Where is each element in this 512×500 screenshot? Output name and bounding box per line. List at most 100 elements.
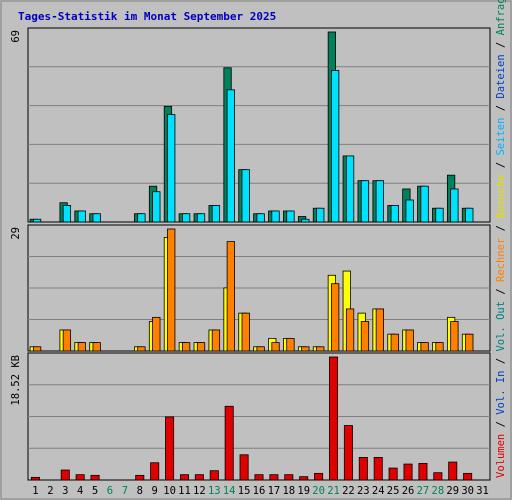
legend-entry: Volumen: [495, 434, 507, 478]
legend-entry: /: [495, 415, 507, 434]
bar-dateien-day-23: [360, 180, 370, 223]
right-side-legend: Volumen / Vol. In / Vol. Out / Rechner /…: [495, 0, 507, 478]
x-tick-label: 25: [387, 485, 400, 497]
bar-rechner-day-27: [420, 342, 429, 352]
x-tick-label: 18: [282, 485, 295, 497]
bar-rechner-day-16: [256, 346, 265, 352]
bar-dateien-day-25: [390, 205, 399, 223]
bar-dateien-day-27: [420, 185, 429, 223]
bar-dateien-day-5: [92, 213, 101, 223]
bar-dateien-day-14: [226, 89, 235, 223]
bar-rechner-day-30: [465, 333, 474, 352]
bar-rechner-day-4: [77, 342, 86, 352]
bar-dateien-day-19: [301, 218, 310, 223]
x-tick-label: 2: [47, 485, 53, 497]
bar-volumen-day-24: [373, 457, 383, 481]
bar-dateien-day-21: [331, 70, 340, 223]
panel-middle: 29: [10, 224, 491, 352]
x-tick-label: 10: [163, 485, 176, 497]
bar-rechner-day-11: [181, 342, 191, 352]
bar-rechner-day-17: [271, 342, 280, 352]
bar-rechner-day-12: [196, 342, 206, 352]
legend-entry: Besuche: [495, 174, 507, 218]
legend-entry: Anfragen: [495, 0, 507, 35]
legend-entry: /: [495, 99, 507, 118]
bar-volumen-day-12: [194, 474, 204, 481]
bar-volumen-day-13: [209, 470, 219, 481]
x-tick-label: 22: [342, 485, 355, 497]
bar-volumen-day-8: [135, 474, 145, 481]
bar-volumen-day-18: [284, 474, 294, 481]
legend-entry: Vol. Out: [495, 301, 507, 352]
legend-entry: Vol. In: [495, 371, 507, 415]
bar-volumen-day-15: [239, 454, 249, 481]
bar-rechner-day-22: [345, 308, 355, 352]
bar-dateien-day-1: [32, 218, 42, 223]
bar-rechner-day-9: [152, 316, 161, 352]
x-tick-label: 7: [122, 485, 128, 497]
bar-dateien-day-29: [450, 188, 459, 223]
bar-dateien-day-13: [211, 205, 221, 223]
bar-volumen-day-25: [388, 467, 398, 481]
panel-max-label: 69: [10, 30, 22, 43]
bar-dateien-day-30: [465, 207, 474, 223]
bar-volumen-day-16: [254, 474, 264, 481]
panel-frame: [27, 27, 491, 223]
chart-panels: 69 29 18.52 KB: [10, 27, 491, 481]
bar-dateien-day-26: [405, 199, 414, 223]
x-tick-label: 16: [253, 485, 266, 497]
x-axis-day-labels: 1 2 3 4 5 6 7 8 9 10 11 12 13 14 15 16 17 18 19 20 21 22 23 24 2…: [32, 485, 489, 497]
legend-entry: Seiten: [495, 118, 507, 156]
panel-max-label: 29: [10, 227, 22, 240]
bar-rechner-day-25: [390, 333, 399, 352]
bar-dateien-day-4: [77, 210, 86, 223]
x-tick-label: 12: [193, 485, 206, 497]
x-tick-label: 28: [432, 485, 445, 497]
legend-entry: /: [495, 35, 507, 54]
bar-dateien-day-18: [286, 210, 295, 223]
bar-volumen-day-3: [60, 469, 70, 481]
bar-volumen-day-22: [343, 425, 353, 481]
bar-dateien-day-11: [181, 213, 191, 223]
x-tick-label: 13: [208, 485, 221, 497]
x-tick-label: 20: [312, 485, 325, 497]
bar-volumen-day-23: [358, 457, 368, 481]
bar-dateien-day-20: [316, 207, 325, 223]
legend-entry: /: [495, 282, 507, 301]
bar-dateien-day-8: [137, 213, 146, 223]
bar-volumen-day-26: [403, 463, 413, 481]
bar-volumen-day-21: [329, 356, 339, 481]
x-tick-label: 29: [446, 485, 459, 497]
bar-volumen-day-5: [90, 474, 100, 481]
bar-rechner-day-1: [32, 346, 42, 352]
bar-volumen-day-14: [224, 405, 234, 481]
bar-rechner-day-23: [360, 321, 370, 352]
bar-rechner-day-8: [137, 346, 146, 352]
bar-rechner-day-20: [316, 346, 325, 352]
bar-volumen-day-1: [30, 476, 40, 481]
bar-rechner-day-13: [211, 329, 221, 352]
bar-volumen-day-30: [463, 472, 473, 481]
bar-volumen-day-11: [179, 474, 189, 481]
bar-dateien-day-24: [375, 180, 384, 223]
x-tick-label: 6: [107, 485, 113, 497]
bar-dateien-day-16: [256, 213, 265, 223]
bar-dateien-day-12: [196, 213, 206, 223]
bar-dateien-day-15: [241, 169, 250, 223]
bar-volumen-day-27: [418, 462, 428, 481]
bar-rechner-day-26: [405, 329, 414, 352]
x-tick-label: 9: [152, 485, 158, 497]
legend-entry: /: [495, 219, 507, 238]
bar-volumen-day-20: [314, 472, 324, 481]
legend-entry: /: [495, 156, 507, 175]
x-tick-label: 19: [297, 485, 310, 497]
x-tick-label: 24: [372, 485, 385, 497]
legend-entry: Rechner: [495, 238, 507, 282]
bar-rechner-day-29: [450, 321, 459, 352]
x-tick-label: 1: [32, 485, 38, 497]
bar-volumen-day-28: [433, 472, 443, 481]
bar-dateien-day-10: [167, 114, 176, 223]
x-tick-label: 31: [476, 485, 489, 497]
legend-entry: /: [495, 352, 507, 371]
